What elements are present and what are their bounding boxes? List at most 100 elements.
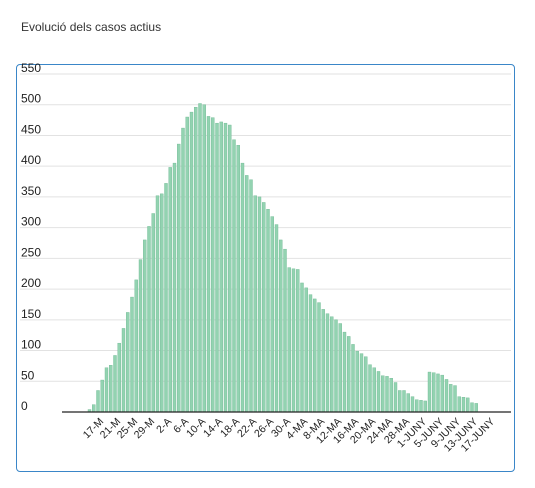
grid-lines [20, 73, 511, 382]
bar [457, 396, 461, 413]
bar [253, 195, 257, 413]
bar [206, 116, 211, 413]
bar [257, 196, 262, 413]
bar [355, 350, 359, 413]
bar [376, 371, 381, 413]
bar [308, 294, 313, 413]
bar [151, 213, 155, 413]
bar [474, 403, 478, 413]
bar [117, 342, 121, 413]
bar [453, 385, 457, 413]
bar [211, 117, 215, 413]
bar [143, 239, 147, 413]
bar [389, 378, 393, 413]
bar [130, 296, 134, 413]
bar [96, 390, 100, 413]
bar [393, 382, 398, 413]
bar [134, 279, 138, 413]
bar [321, 309, 325, 413]
bar [317, 302, 321, 413]
y-tick-label: 350 [21, 184, 41, 198]
bar [402, 390, 406, 413]
bar [236, 145, 240, 413]
bar [461, 397, 466, 413]
x-tick-label: 29-M [132, 416, 157, 441]
bar [109, 365, 113, 413]
bar [359, 353, 364, 413]
bar [419, 400, 423, 413]
bar [177, 143, 181, 413]
bar [219, 121, 223, 413]
y-tick-label: 50 [21, 368, 35, 382]
x-tick-label: 2-A [154, 416, 174, 436]
bar [245, 175, 249, 413]
bar [342, 331, 347, 413]
bar [347, 336, 351, 413]
bar [262, 202, 266, 413]
bar [406, 393, 410, 413]
bar [415, 399, 419, 413]
y-tick-label: 400 [21, 153, 41, 167]
bar [240, 162, 245, 413]
bar [164, 183, 168, 413]
bar [104, 367, 109, 413]
bar [160, 193, 164, 413]
bar [325, 313, 330, 413]
bar [334, 319, 338, 413]
bar [138, 259, 143, 413]
bar [313, 298, 317, 413]
bar [368, 364, 372, 413]
bar [385, 376, 389, 413]
bars [87, 103, 478, 413]
y-tick-label: 500 [21, 92, 41, 106]
bar [300, 282, 304, 413]
bar [432, 372, 436, 413]
bar [155, 195, 160, 413]
bar [440, 374, 444, 413]
bar [223, 122, 228, 413]
bar [100, 379, 104, 413]
bar [202, 104, 206, 413]
bar [198, 103, 202, 413]
page-title: Evolució dels casos actius [21, 20, 162, 34]
bar [215, 122, 219, 413]
y-tick-labels: 0 50 100 150 200 250 300 350 400 450 500 550 [21, 61, 41, 413]
bar [113, 355, 117, 413]
y-tick-label: 550 [21, 61, 41, 75]
bar [279, 239, 283, 413]
bar [181, 127, 185, 413]
bar [372, 367, 376, 413]
bar [232, 139, 236, 413]
bar [92, 404, 96, 413]
bar [274, 224, 279, 413]
bar [338, 323, 342, 413]
bar [398, 390, 402, 413]
y-tick-label: 200 [21, 276, 41, 290]
bar [266, 208, 270, 413]
bar [270, 216, 274, 413]
bar [296, 269, 300, 413]
y-tick-label: 450 [21, 122, 41, 136]
bar [228, 124, 232, 413]
bar [381, 375, 385, 413]
bar [168, 167, 172, 413]
bar [304, 287, 308, 413]
bar [470, 402, 474, 413]
bar [364, 356, 368, 413]
bar [423, 400, 427, 413]
bar [436, 373, 440, 413]
bar [121, 328, 126, 413]
y-tick-label: 100 [21, 338, 41, 352]
y-tick-label: 150 [21, 307, 41, 321]
bar [444, 379, 449, 413]
bar [449, 384, 453, 413]
bar [194, 106, 198, 413]
x-tick-labels: 17-M21-M25-M29-M2-A6-A10-A14-A18-A22-A26… [81, 416, 497, 455]
y-tick-label: 0 [21, 399, 28, 413]
y-tick-label: 300 [21, 215, 41, 229]
bar [330, 316, 334, 413]
bar [410, 396, 415, 413]
bar [189, 111, 194, 413]
bar [249, 179, 253, 413]
